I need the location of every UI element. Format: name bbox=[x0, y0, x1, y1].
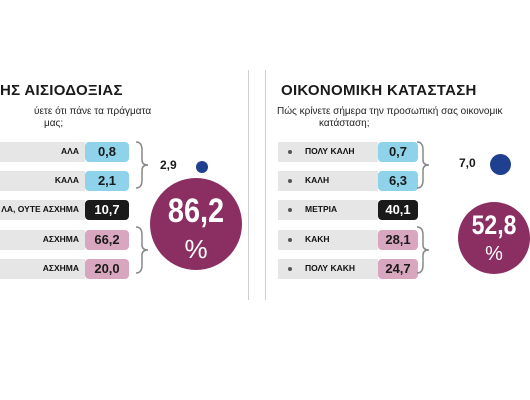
category-label-box bbox=[278, 259, 378, 279]
category-label-box bbox=[278, 200, 378, 220]
bullet-dot bbox=[288, 208, 292, 212]
negative-total-circle: 52,8 % bbox=[458, 202, 530, 274]
category-label: ΑΣΧΗΜΑ bbox=[42, 263, 79, 273]
bar-row: ΚΑΛΗ 6,3 bbox=[278, 171, 418, 191]
category-label: ΛΑ, ΟΥΤΕ ΑΣΧΗΜΑ bbox=[1, 204, 79, 214]
category-label-box bbox=[278, 142, 378, 162]
bullet-dot bbox=[288, 150, 292, 154]
left-chart-panel: ΗΣ ΑΙΣΙΟΔΟΞΙΑΣ ύετε ότι πάνε τα πράγματα… bbox=[0, 70, 250, 310]
value-box: 6,3 bbox=[378, 171, 418, 191]
right-chart-panel: ΟΙΚΟΝΟΜΙΚΗ ΚΑΤΑΣΤΑΣΗ Πώς κρίνετε σήμερα … bbox=[265, 70, 530, 310]
category-label: ΠΟΛΥ ΚΑΚΗ bbox=[305, 263, 356, 273]
chart-subtitle: ύετε ότι πάνε τα πράγματα μας; bbox=[34, 106, 151, 130]
category-label-box bbox=[278, 230, 378, 250]
category-label: ΠΟΛΥ ΚΑΛΗ bbox=[305, 146, 355, 156]
value-box: 10,7 bbox=[85, 200, 129, 220]
positive-total-dot bbox=[196, 161, 208, 173]
value-box: 40,1 bbox=[378, 200, 418, 220]
category-label-box bbox=[278, 171, 378, 191]
negative-total-circle: 86,2 % bbox=[150, 178, 242, 270]
category-label: ΚΑΛΑ bbox=[54, 175, 79, 185]
category-label: ΑΣΧΗΜΑ bbox=[42, 234, 79, 244]
category-label-box bbox=[0, 200, 85, 220]
negative-brace bbox=[416, 226, 430, 274]
value-box: 20,0 bbox=[85, 259, 129, 279]
value-box: 66,2 bbox=[85, 230, 129, 250]
bar-row: ΑΛΑ 0,8 bbox=[0, 142, 129, 162]
bar-row: ΑΣΧΗΜΑ 20,0 bbox=[0, 259, 129, 279]
negative-total-unit: % bbox=[485, 243, 503, 265]
category-label-box bbox=[0, 230, 85, 250]
positive-total-dot bbox=[490, 154, 511, 175]
value-box: 0,8 bbox=[85, 142, 129, 162]
chart-title: ΟΙΚΟΝΟΜΙΚΗ ΚΑΤΑΣΤΑΣΗ bbox=[281, 82, 477, 99]
panel-divider bbox=[265, 70, 266, 300]
bullet-dot bbox=[288, 238, 292, 242]
bar-row: ΚΑΛΑ 2,1 bbox=[0, 171, 129, 191]
category-label: ΑΛΑ bbox=[61, 146, 79, 156]
bar-row: ΜΕΤΡΙΑ 40,1 bbox=[278, 200, 418, 220]
category-label-box bbox=[0, 142, 85, 162]
positive-brace bbox=[416, 141, 430, 189]
negative-brace bbox=[135, 226, 149, 274]
bar-row: ΛΑ, ΟΥΤΕ ΑΣΧΗΜΑ 10,7 bbox=[0, 200, 129, 220]
bar-row: ΚΑΚΗ 28,1 bbox=[278, 230, 418, 250]
value-box: 2,1 bbox=[85, 171, 129, 191]
category-label-box bbox=[0, 259, 85, 279]
category-label: ΚΑΚΗ bbox=[305, 234, 330, 244]
positive-total-value: 2,9 bbox=[160, 158, 177, 172]
value-box: 28,1 bbox=[378, 230, 418, 250]
chart-subtitle: Πώς κρίνετε σήμερα την προσωπική σας οικ… bbox=[277, 106, 502, 130]
negative-total-value: 52,8 bbox=[471, 210, 517, 240]
subtitle-line: Πώς κρίνετε σήμερα την προσωπική σας οικ… bbox=[277, 106, 503, 117]
category-label: ΚΑΛΗ bbox=[305, 175, 330, 185]
value-box: 0,7 bbox=[378, 142, 418, 162]
value-box: 24,7 bbox=[378, 259, 418, 279]
subtitle-line: ύετε ότι πάνε τα πράγματα bbox=[34, 106, 152, 117]
positive-total-value: 7,0 bbox=[459, 156, 476, 170]
bullet-dot bbox=[288, 267, 292, 271]
subtitle-line: κατάσταση; bbox=[319, 118, 370, 129]
positive-brace bbox=[135, 141, 149, 189]
subtitle-line: μας; bbox=[44, 118, 64, 129]
bullet-dot bbox=[288, 179, 292, 183]
panel-divider bbox=[248, 70, 249, 300]
bar-row: ΠΟΛΥ ΚΑΚΗ 24,7 bbox=[278, 259, 418, 279]
bar-row: ΑΣΧΗΜΑ 66,2 bbox=[0, 230, 129, 250]
negative-total-value: 86,2 bbox=[167, 192, 225, 230]
negative-total-unit: % bbox=[184, 234, 208, 264]
bar-row: ΠΟΛΥ ΚΑΛΗ 0,7 bbox=[278, 142, 418, 162]
chart-title: ΗΣ ΑΙΣΙΟΔΟΞΙΑΣ bbox=[0, 82, 123, 99]
category-label-box bbox=[0, 171, 85, 191]
category-label: ΜΕΤΡΙΑ bbox=[305, 204, 338, 214]
